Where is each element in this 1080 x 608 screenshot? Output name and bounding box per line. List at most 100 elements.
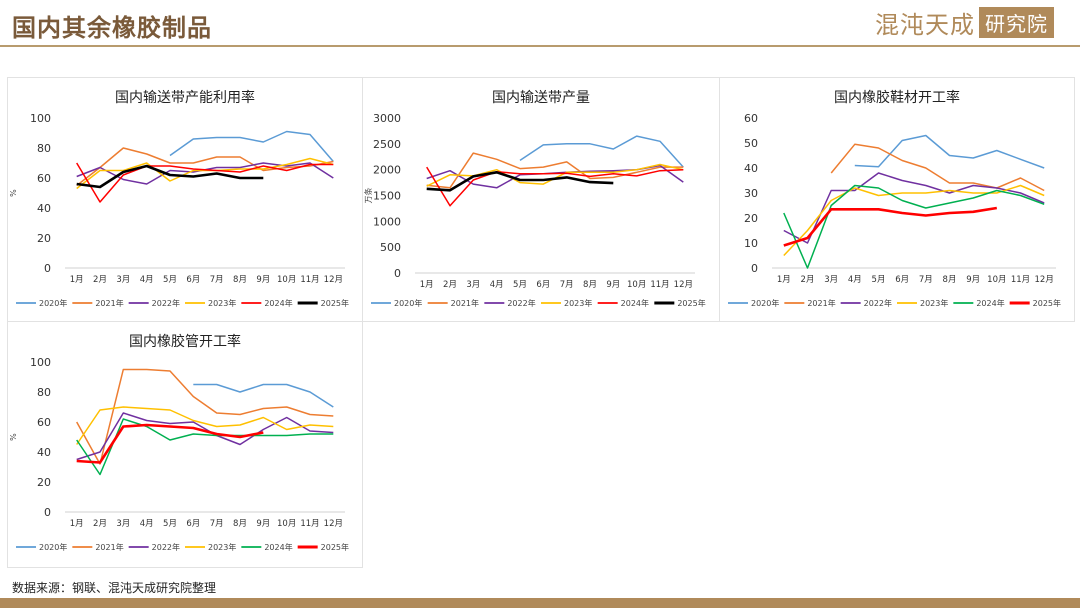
header-divider bbox=[0, 45, 1080, 47]
brand-badge: 研究院 bbox=[979, 6, 1054, 38]
y-tick-label: 1000 bbox=[373, 215, 401, 228]
y-tick-label: 100 bbox=[30, 356, 51, 369]
x-tick-label: 8月 bbox=[583, 280, 597, 290]
x-tick-label: 11月 bbox=[300, 275, 319, 285]
series-line-2022年 bbox=[783, 172, 1045, 244]
series-line-2024年 bbox=[783, 184, 1045, 269]
legend-entry: 2020年 bbox=[394, 298, 422, 308]
x-tick-label: 2月 bbox=[93, 519, 107, 529]
footer-bar bbox=[0, 598, 1080, 608]
x-tick-label: 12月 bbox=[324, 519, 343, 529]
series-line-2025年 bbox=[783, 206, 998, 247]
legend-entry: 2022年 bbox=[152, 298, 180, 308]
legend-entry: 2023年 bbox=[208, 542, 236, 552]
y-axis-label: % bbox=[9, 189, 18, 197]
legend-entry: 2021年 bbox=[807, 298, 835, 308]
chart-conveyor-utilization: 国内输送带产能利用率% 0 20 40 60 80 100 1月 2月 3月 4月 5月 6月 7月 8月 9… bbox=[9, 89, 349, 308]
x-tick-label: 4月 bbox=[490, 280, 504, 290]
legend-entry: 2025年 bbox=[1033, 298, 1061, 308]
legend-entry: 2024年 bbox=[621, 298, 649, 308]
x-tick-label: 10月 bbox=[277, 275, 296, 285]
legend-entry: 2025年 bbox=[321, 542, 349, 552]
y-tick-label: 30 bbox=[744, 187, 758, 200]
x-tick-label: 8月 bbox=[233, 519, 247, 529]
series-line-2021年 bbox=[830, 143, 1045, 192]
x-tick-label: 10月 bbox=[987, 275, 1006, 285]
chart-title: 国内橡胶鞋材开工率 bbox=[834, 89, 960, 106]
x-tick-label: 9月 bbox=[606, 280, 620, 290]
y-tick-label: 40 bbox=[37, 202, 51, 215]
legend-entry: 2020年 bbox=[39, 542, 67, 552]
series-line-2022年 bbox=[76, 162, 334, 185]
series-line-2024年 bbox=[426, 166, 684, 207]
x-tick-label: 7月 bbox=[560, 280, 574, 290]
x-tick-label: 1月 bbox=[420, 280, 434, 290]
brand-name: 混沌天成 bbox=[875, 10, 975, 39]
legend-entry: 2024年 bbox=[976, 298, 1004, 308]
series-line-2020年 bbox=[519, 135, 684, 168]
legend-entry: 2024年 bbox=[264, 298, 292, 308]
x-tick-label: 10月 bbox=[277, 519, 296, 529]
y-tick-label: 40 bbox=[744, 162, 758, 175]
legend-entry: 2022年 bbox=[507, 298, 535, 308]
series-line-2025年 bbox=[426, 171, 614, 192]
y-tick-label: 10 bbox=[744, 237, 758, 250]
x-tick-label: 2月 bbox=[443, 280, 457, 290]
x-tick-label: 1月 bbox=[70, 275, 84, 285]
x-tick-label: 4月 bbox=[140, 275, 154, 285]
y-tick-label: 60 bbox=[37, 172, 51, 185]
legend-entry: 2023年 bbox=[208, 298, 236, 308]
y-tick-label: 2000 bbox=[373, 164, 401, 177]
chart-title: 国内输送带产能利用率 bbox=[115, 89, 255, 106]
x-tick-label: 5月 bbox=[163, 519, 177, 529]
y-tick-label: 100 bbox=[30, 112, 51, 125]
y-tick-label: 50 bbox=[744, 137, 758, 150]
legend-entry: 2024年 bbox=[264, 542, 292, 552]
x-tick-label: 3月 bbox=[824, 275, 838, 285]
series-line-2024年 bbox=[76, 418, 334, 476]
chart-panel-rubber-hose: 国内橡胶管开工率% 0 20 40 60 80 100 1月 2月 3月 4月 5月 6月 7月 8月 9月 1… bbox=[7, 321, 363, 568]
y-tick-label: 20 bbox=[37, 232, 51, 245]
x-tick-label: 7月 bbox=[210, 275, 224, 285]
x-tick-label: 4月 bbox=[848, 275, 862, 285]
brand-logo: 混沌天成 研究院 bbox=[875, 6, 1054, 39]
y-tick-label: 60 bbox=[744, 112, 758, 125]
y-tick-label: 80 bbox=[37, 142, 51, 155]
y-tick-label: 20 bbox=[744, 212, 758, 225]
legend-entry: 2021年 bbox=[95, 298, 123, 308]
legend-entry: 2023年 bbox=[564, 298, 592, 308]
data-source-note: 数据来源：钢联、混沌天成研究院整理 bbox=[12, 581, 217, 595]
x-tick-label: 6月 bbox=[895, 275, 909, 285]
y-tick-label: 40 bbox=[37, 446, 51, 459]
x-tick-label: 12月 bbox=[1035, 275, 1054, 285]
x-tick-label: 5月 bbox=[163, 275, 177, 285]
series-line-2025年 bbox=[76, 423, 264, 464]
x-tick-label: 8月 bbox=[943, 275, 957, 285]
x-tick-label: 11月 bbox=[650, 280, 669, 290]
x-tick-label: 9月 bbox=[966, 275, 980, 285]
x-tick-label: 5月 bbox=[872, 275, 886, 285]
x-tick-label: 10月 bbox=[627, 280, 646, 290]
series-line-2024年 bbox=[76, 162, 334, 203]
y-axis-label: % bbox=[9, 433, 18, 441]
chart-rubber-hose: 国内橡胶管开工率% 0 20 40 60 80 100 1月 2月 3月 4月 5月 6月 7月 8月 9月 1… bbox=[9, 333, 349, 552]
x-tick-label: 6月 bbox=[186, 519, 200, 529]
page-title: 国内其余橡胶制品 bbox=[12, 13, 212, 42]
y-tick-label: 0 bbox=[394, 267, 401, 280]
x-tick-label: 11月 bbox=[1011, 275, 1030, 285]
chart-panel-shoe-material: 国内橡胶鞋材开工率 0 10 20 30 40 50 60 1月 2月 3月 4月 5月 6月 7月 8月 9月… bbox=[719, 77, 1075, 322]
x-tick-label: 8月 bbox=[233, 275, 247, 285]
y-tick-label: 60 bbox=[37, 416, 51, 429]
x-tick-label: 1月 bbox=[70, 519, 84, 529]
x-tick-label: 4月 bbox=[140, 519, 154, 529]
y-tick-label: 20 bbox=[37, 476, 51, 489]
legend-entry: 2022年 bbox=[152, 542, 180, 552]
x-tick-label: 5月 bbox=[513, 280, 527, 290]
x-tick-label: 7月 bbox=[919, 275, 933, 285]
x-tick-label: 11月 bbox=[300, 519, 319, 529]
x-tick-label: 12月 bbox=[674, 280, 693, 290]
y-tick-label: 0 bbox=[44, 506, 51, 519]
series-line-2021年 bbox=[426, 152, 684, 189]
x-tick-label: 2月 bbox=[801, 275, 815, 285]
chart-panel-conveyor-utilization: 国内输送带产能利用率% 0 20 40 60 80 100 1月 2月 3月 4月 5月 6月 7月 8月 9… bbox=[7, 77, 363, 322]
